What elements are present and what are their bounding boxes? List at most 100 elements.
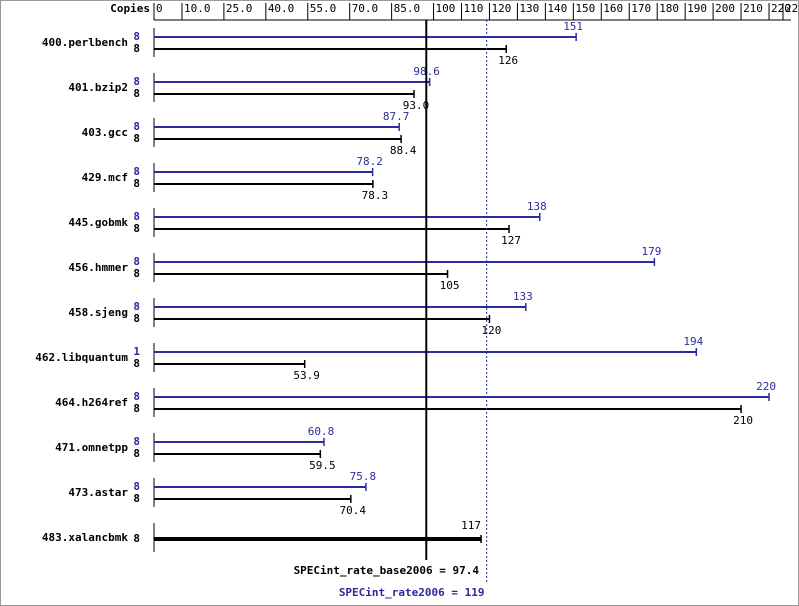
benchmark-label: 403.gcc — [82, 126, 128, 139]
x-tick-label: 220 — [771, 2, 791, 15]
x-tick-label: 110 — [464, 2, 484, 15]
copies: 8 — [133, 222, 140, 235]
x-tick-label: 140 — [547, 2, 567, 15]
copies: 8 — [133, 132, 140, 145]
copies: 8 — [133, 42, 140, 55]
value-label: 78.2 — [356, 155, 383, 168]
copies: 8 — [133, 532, 140, 545]
bar — [154, 138, 402, 140]
copies: 8 — [133, 255, 140, 268]
value-label: 138 — [527, 200, 547, 213]
bar — [154, 486, 366, 488]
bar — [154, 228, 510, 230]
copies: 1 — [133, 345, 140, 358]
value-label: 59.5 — [309, 459, 336, 472]
value-label: 194 — [683, 335, 703, 348]
x-tick-label: 55.0 — [310, 2, 337, 15]
value-label: 179 — [641, 245, 661, 258]
copies: 8 — [133, 267, 140, 280]
reference-label: SPECint_rate2006 = 119 — [339, 586, 485, 599]
x-tick-label: 190 — [687, 2, 707, 15]
value-label: 126 — [498, 54, 518, 67]
value-label: 93.0 — [403, 99, 430, 112]
bar — [154, 351, 697, 353]
bar — [154, 171, 373, 173]
bar — [154, 318, 490, 320]
x-tick-label: 225 — [785, 2, 799, 15]
bar — [154, 126, 400, 128]
benchmark-label: 464.h264ref — [55, 396, 128, 409]
x-tick-label: 210 — [743, 2, 763, 15]
value-label: 78.3 — [362, 189, 389, 202]
x-tick-label: 150 — [575, 2, 595, 15]
copies: 8 — [133, 480, 140, 493]
benchmark-label: 473.astar — [68, 486, 128, 499]
copies: 8 — [133, 435, 140, 448]
benchmark-label: 456.hmmer — [68, 261, 128, 274]
benchmark-label: 458.sjeng — [68, 306, 128, 319]
bar — [154, 216, 540, 218]
bar — [154, 453, 321, 455]
copies: 8 — [133, 312, 140, 325]
benchmark-label: 400.perlbench — [42, 36, 128, 49]
bar — [154, 306, 526, 308]
copies: 8 — [133, 390, 140, 403]
bar — [154, 81, 430, 83]
x-tick-label: 0 — [156, 2, 163, 15]
bar — [154, 363, 305, 365]
x-tick-label: 25.0 — [226, 2, 253, 15]
x-tick-label: 120 — [491, 2, 511, 15]
bar — [154, 36, 577, 38]
benchmark-label: 401.bzip2 — [68, 81, 128, 94]
value-label: 75.8 — [350, 470, 377, 483]
bar — [154, 273, 448, 275]
copies-header: Copies — [110, 2, 150, 15]
value-label: 127 — [501, 234, 521, 247]
copies: 8 — [133, 447, 140, 460]
bar — [154, 93, 414, 95]
value-label: 117 — [461, 519, 481, 532]
copies: 8 — [133, 165, 140, 178]
copies: 8 — [133, 120, 140, 133]
x-tick-label: 100 — [436, 2, 456, 15]
value-label: 220 — [756, 380, 776, 393]
bar — [154, 396, 770, 398]
value-label: 133 — [513, 290, 533, 303]
value-label: 60.8 — [308, 425, 335, 438]
bar — [154, 261, 655, 263]
reference-label: SPECint_rate_base2006 = 97.4 — [294, 564, 480, 577]
benchmark-label: 483.xalancbmk — [42, 531, 128, 544]
bar — [154, 48, 507, 50]
value-label: 120 — [482, 324, 502, 337]
value-label: 53.9 — [293, 369, 320, 382]
benchmark-label: 445.gobmk — [68, 216, 128, 229]
x-tick-label: 180 — [659, 2, 679, 15]
copies: 8 — [133, 87, 140, 100]
x-tick-label: 200 — [715, 2, 735, 15]
bar — [154, 441, 324, 443]
bar — [154, 537, 482, 541]
value-label: 105 — [440, 279, 460, 292]
x-tick-label: 85.0 — [394, 2, 421, 15]
bar — [154, 408, 742, 410]
value-label: 88.4 — [390, 144, 417, 157]
copies: 8 — [133, 30, 140, 43]
bar — [154, 498, 351, 500]
benchmark-label: 471.omnetpp — [55, 441, 128, 454]
benchmark-label: 429.mcf — [82, 171, 128, 184]
copies: 8 — [133, 210, 140, 223]
x-tick-label: 160 — [603, 2, 623, 15]
x-tick-label: 40.0 — [268, 2, 295, 15]
value-label: 87.7 — [383, 110, 410, 123]
value-label: 210 — [733, 414, 753, 427]
copies: 8 — [133, 75, 140, 88]
x-tick-label: 10.0 — [184, 2, 211, 15]
copies: 8 — [133, 402, 140, 415]
copies: 8 — [133, 357, 140, 370]
copies: 8 — [133, 177, 140, 190]
value-label: 151 — [563, 20, 583, 33]
x-tick-label: 170 — [631, 2, 651, 15]
x-tick-label: 130 — [519, 2, 539, 15]
